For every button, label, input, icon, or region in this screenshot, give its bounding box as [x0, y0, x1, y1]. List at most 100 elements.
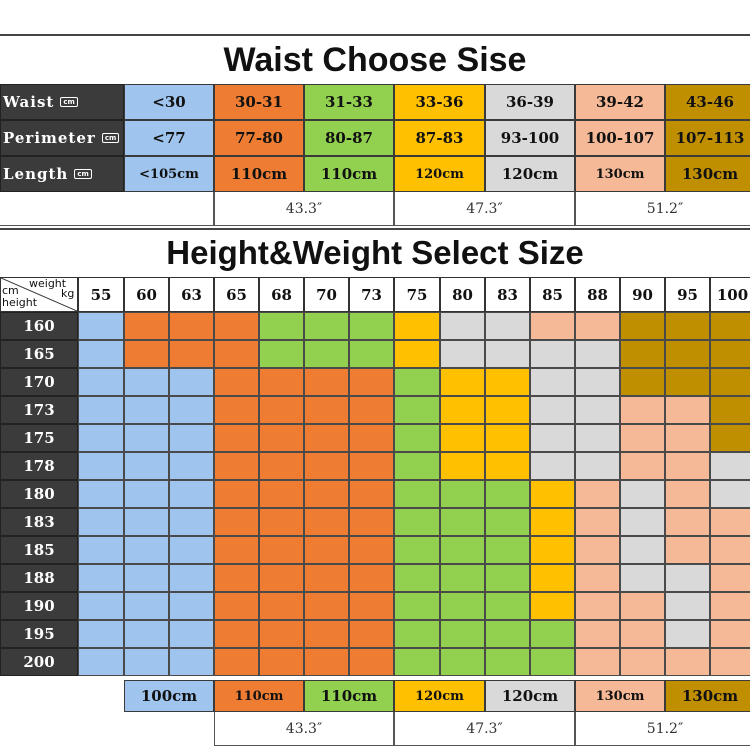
size-grid-cell: [169, 508, 214, 536]
size-grid-cell: [710, 424, 750, 452]
size-grid-cell: [304, 452, 349, 480]
size-grid-cell: [620, 396, 665, 424]
waist-value-cell: 30-31: [214, 84, 304, 120]
size-grid-cell: [485, 536, 530, 564]
cm-unit-icon: cm: [60, 97, 78, 107]
waist-row-label: Perimeter cm: [0, 120, 124, 156]
size-grid-cell: [169, 592, 214, 620]
size-grid-cell: [620, 564, 665, 592]
size-grid-cell: [124, 312, 169, 340]
size-grid-cell: [710, 564, 750, 592]
size-grid-cell: [485, 620, 530, 648]
waist-value-cell: 110cm: [304, 156, 394, 192]
size-grid-cell: [530, 592, 575, 620]
size-grid-cell: [349, 480, 394, 508]
size-grid-cell: [710, 452, 750, 480]
waist-value-cell: <30: [124, 84, 214, 120]
weight-header-cell: 88: [575, 277, 620, 312]
size-grid-cell: [530, 396, 575, 424]
waist-value-cell: 39-42: [575, 84, 665, 120]
weight-header-cell: 68: [259, 277, 304, 312]
waist-value-cell: 110cm: [214, 156, 304, 192]
corner-kg-label: kg: [61, 287, 75, 300]
size-grid-cell: [485, 424, 530, 452]
waist-value-cell: 120cm: [394, 156, 485, 192]
corner-diagonal-line: [1, 278, 77, 311]
size-grid-cell: [349, 536, 394, 564]
size-grid-cell: [440, 564, 485, 592]
size-grid-cell: [440, 480, 485, 508]
size-grid-cell: [78, 564, 124, 592]
size-grid-cell: [169, 368, 214, 396]
size-grid-cell: [530, 340, 575, 368]
size-grid-cell: [575, 536, 620, 564]
size-grid-cell: [440, 368, 485, 396]
waist-row-label: Length cm: [0, 156, 124, 192]
size-grid-cell: [259, 480, 304, 508]
size-grid-cell: [304, 648, 349, 676]
size-grid-cell: [485, 368, 530, 396]
size-grid-cell: [349, 340, 394, 368]
size-grid-cell: [169, 340, 214, 368]
size-grid-cell: [78, 592, 124, 620]
waist-inch-label: 43.3″: [214, 192, 394, 226]
size-grid-cell: [710, 312, 750, 340]
weight-header-cell: 90: [620, 277, 665, 312]
size-grid-cell: [349, 312, 394, 340]
weight-header-cell: 55: [78, 277, 124, 312]
size-grid-cell: [394, 424, 440, 452]
weight-header-cell: 60: [124, 277, 169, 312]
size-grid-cell: [530, 424, 575, 452]
waist-value-cell: 130cm: [575, 156, 665, 192]
corner-weight-label: weight: [29, 277, 67, 290]
size-grid-cell: [169, 564, 214, 592]
size-grid-cell: [124, 368, 169, 396]
size-grid-cell: [620, 508, 665, 536]
size-grid-cell: [169, 312, 214, 340]
size-grid-cell: [214, 508, 259, 536]
size-grid-cell: [620, 648, 665, 676]
waist-value-cell: 120cm: [485, 156, 575, 192]
size-grid-cell: [124, 424, 169, 452]
size-grid-cell: [620, 592, 665, 620]
height-row-label: 190: [0, 592, 78, 620]
size-grid-cell: [124, 508, 169, 536]
size-grid-cell: [304, 564, 349, 592]
size-grid-cell: [349, 424, 394, 452]
size-grid-cell: [78, 452, 124, 480]
size-grid-cell: [169, 396, 214, 424]
size-grid-cell: [214, 480, 259, 508]
cm-unit-icon: cm: [101, 133, 120, 143]
size-grid-cell: [214, 340, 259, 368]
size-grid-cell: [710, 592, 750, 620]
size-grid-cell: [169, 480, 214, 508]
weight-height-corner-cell: weight kg cm height: [0, 277, 78, 312]
size-grid-cell: [530, 508, 575, 536]
height-row-label: 175: [0, 424, 78, 452]
size-grid-cell: [124, 564, 169, 592]
size-grid-cell: [440, 396, 485, 424]
size-grid-cell: [620, 620, 665, 648]
waist-inch-label: 51.2″: [575, 192, 750, 226]
size-grid-cell: [259, 368, 304, 396]
size-grid-cell: [440, 592, 485, 620]
size-grid-cell: [304, 368, 349, 396]
size-grid-cell: [349, 396, 394, 424]
height-row-label: 173: [0, 396, 78, 424]
height-row-label: 183: [0, 508, 78, 536]
size-grid-cell: [349, 648, 394, 676]
size-grid-cell: [485, 396, 530, 424]
size-grid-cell: [665, 620, 710, 648]
size-grid-cell: [665, 312, 710, 340]
waist-value-cell: 100-107: [575, 120, 665, 156]
size-grid-cell: [124, 480, 169, 508]
size-grid-cell: [259, 508, 304, 536]
size-grid-cell: [259, 536, 304, 564]
size-grid-cell: [169, 452, 214, 480]
length-value-cell: 110cm: [214, 680, 304, 712]
size-grid-cell: [394, 452, 440, 480]
size-grid-cell: [440, 620, 485, 648]
size-grid-cell: [394, 396, 440, 424]
size-grid-cell: [620, 340, 665, 368]
size-grid-cell: [575, 620, 620, 648]
